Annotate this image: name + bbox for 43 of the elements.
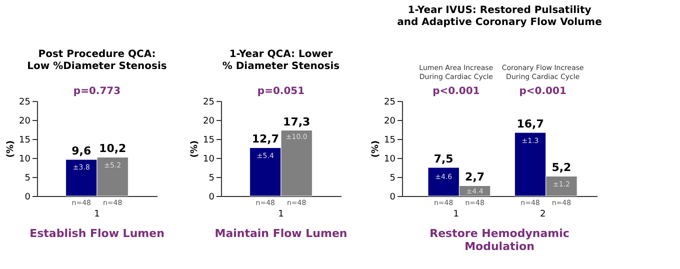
y-axis-title: (%) <box>190 140 200 158</box>
y-tick-label: 15 <box>203 136 214 146</box>
y-tick-label: 20 <box>384 116 396 126</box>
text: p<0.001 <box>432 86 480 97</box>
text: p=0.773 <box>73 86 121 97</box>
y-tick-label: 0 <box>24 192 31 202</box>
y-tick-label: 25 <box>19 98 30 108</box>
text: p=0.051 <box>257 86 305 97</box>
data-label: 5,2 <box>552 161 572 174</box>
data-label: 16,7 <box>516 118 544 131</box>
y-tick-label: 10 <box>203 154 215 164</box>
y-tick-label: 5 <box>390 174 396 184</box>
x-tick-label: 2 <box>540 210 546 220</box>
data-label: 17,3 <box>283 115 310 128</box>
chart-title: Post Procedure QCA: Low %Diameter Stenosis <box>27 49 167 72</box>
y-tick-label: 15 <box>384 136 396 146</box>
chart-title: 1-Year QCA: Lower % Diameter Stenosis <box>222 49 340 72</box>
chart-title: 1-Year IVUS: Restored Pulsatility and Adaptive Coronary Flow Volume <box>397 5 602 28</box>
y-tick-label: 20 <box>19 116 31 126</box>
data-label: 7,5 <box>434 152 454 166</box>
y-tick-label: 25 <box>203 98 214 108</box>
y-tick-label: 5 <box>24 174 30 184</box>
x-tick-label: 1 <box>94 210 100 220</box>
y-tick-label: 0 <box>208 192 215 202</box>
y-axis-title: (%) <box>371 140 382 158</box>
y-tick-label: 10 <box>19 154 31 164</box>
data-label: 12,7 <box>252 132 279 146</box>
x-tick-label: 1 <box>453 210 460 220</box>
data-label: 2,7 <box>465 170 485 184</box>
y-tick-label: 25 <box>384 98 396 108</box>
y-tick-label: 10 <box>384 154 396 164</box>
text: Restore Hemodynamic Modulation <box>430 227 570 253</box>
y-tick-label: 20 <box>203 116 215 126</box>
text: Maintain Flow Lumen <box>214 227 348 240</box>
text: Establish Flow Lumen <box>30 227 164 240</box>
data-label: 9,6 <box>72 144 92 158</box>
y-axis-title: (%) <box>6 140 16 158</box>
y-tick-label: 15 <box>19 136 30 146</box>
text: p<0.001 <box>519 86 566 97</box>
x-tick-label: 1 <box>278 210 284 220</box>
y-tick-label: 5 <box>208 174 214 184</box>
data-label: 10,2 <box>99 142 126 156</box>
y-tick-label: 0 <box>390 192 396 202</box>
